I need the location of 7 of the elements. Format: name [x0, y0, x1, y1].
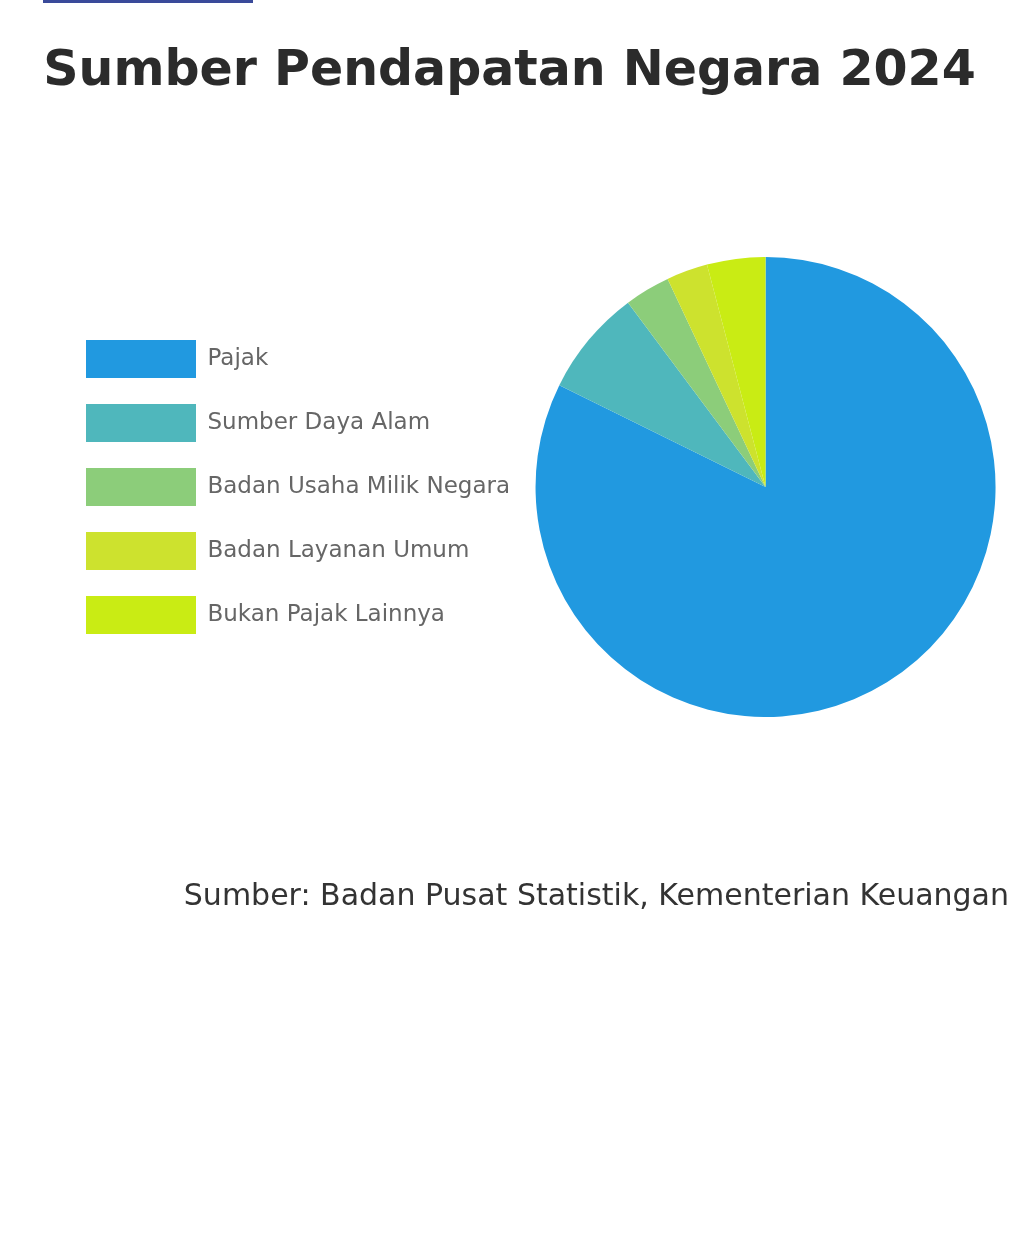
legend-label: Badan Layanan Umum [207, 535, 470, 562]
legend-label: Badan Usaha Milik Negara [207, 471, 511, 498]
text: Sumber: Badan Pusat Statistik, Kementerian Keuangan [182, 877, 1009, 912]
chart-title: Sumber Pendapatan Negara 2024 [42, 40, 977, 97]
legend-label: Sumber Daya Alam [207, 407, 431, 434]
legend-label: Bukan Pajak Lainnya [207, 599, 445, 626]
legend-label: Pajak [207, 343, 269, 370]
